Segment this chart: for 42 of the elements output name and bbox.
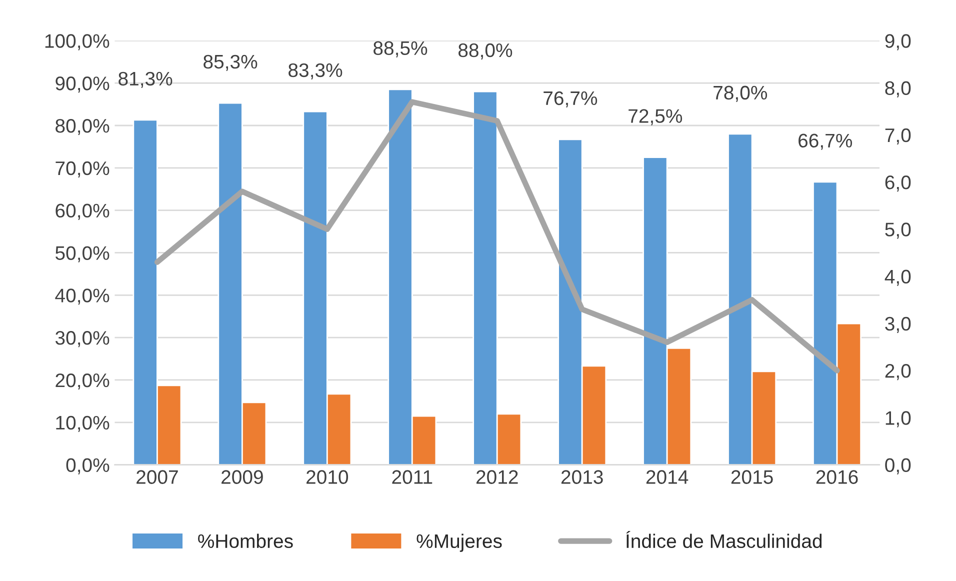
y2-tick-label: 7,0 [885, 128, 911, 144]
x-tick-label: 2012 [476, 470, 518, 484]
y-tick-label: 60,0% [56, 204, 110, 220]
y-tick-label: 20,0% [56, 373, 110, 390]
legend-label: %Mujeres [416, 534, 502, 552]
data-label: 76,7% [544, 91, 598, 108]
x-tick-label: 2010 [306, 470, 348, 484]
data-label: 88,0% [458, 43, 512, 60]
data-label: 72,5% [628, 109, 682, 126]
x-tick-label: 2009 [222, 470, 263, 484]
data-label: 66,7% [798, 134, 852, 150]
y-tick-label: 90,0% [56, 76, 110, 93]
y2-tick-label: 0,0 [885, 458, 911, 474]
data-label: 85,3% [204, 54, 258, 71]
y-tick-label: 100,0% [45, 34, 110, 50]
y-tick-label: 30,0% [55, 331, 110, 348]
data-label: 78,0% [714, 86, 768, 102]
x-tick-label: 2011 [392, 470, 432, 484]
y2-tick-label: 9,0 [885, 34, 911, 50]
y-tick-label: 0,0% [66, 458, 110, 474]
legend-label: %Hombres [198, 534, 293, 548]
x-tick-label: 2014 [646, 470, 688, 484]
x-tick-label: 2013 [561, 470, 603, 484]
x-tick-label: 2007 [136, 470, 178, 484]
y2-tick-label: 2,0 [885, 364, 911, 380]
y2-tick-label: 4,0 [884, 270, 911, 286]
y2-tick-label: 6,0 [885, 176, 911, 192]
y2-tick-label: 8,0 [885, 81, 911, 98]
x-tick-label: 2016 [816, 470, 858, 484]
y2-tick-label: 1,0 [886, 411, 911, 428]
data-label: 88,5% [374, 41, 428, 58]
y-tick-label: 70,0% [56, 161, 110, 178]
data-label: 81,3% [118, 72, 172, 88]
data-label: 83,3% [288, 63, 342, 80]
y-tick-label: 10,0% [56, 416, 110, 432]
y-tick-label: 40,0% [55, 288, 110, 305]
y-tick-label: 80,0% [56, 118, 110, 136]
y-tick-label: 50,0% [56, 246, 110, 262]
x-tick-label: 2015 [731, 470, 773, 484]
y2-tick-label: 5,0 [885, 222, 911, 239]
y2-tick-label: 3,0 [885, 316, 911, 333]
legend-label: Índice de Masculinidad [626, 530, 822, 548]
